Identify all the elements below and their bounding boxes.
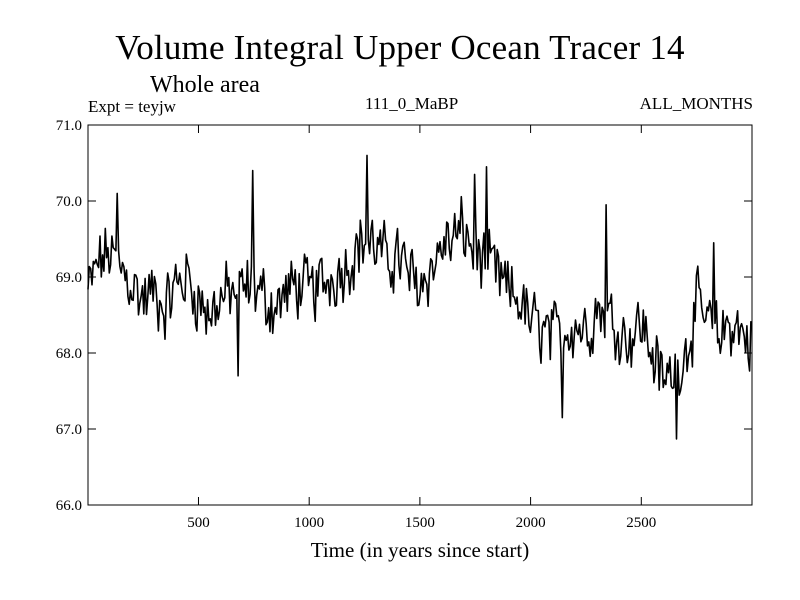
y-tick-label: 71.0 [56, 118, 82, 134]
x-tick-label: 1500 [405, 515, 435, 531]
months-label: ALL_MONTHS [639, 94, 753, 113]
chart-title: Volume Integral Upper Ocean Tracer 14 [115, 28, 685, 67]
x-tick-label: 1000 [294, 515, 324, 531]
y-tick-label: 66.0 [56, 498, 82, 514]
y-tick-label: 69.0 [56, 270, 82, 286]
x-tick-label: 2500 [626, 515, 656, 531]
period-label: 111_0_MaBP [365, 94, 459, 113]
series-line [87, 154, 752, 440]
y-tick-label: 67.0 [56, 422, 82, 438]
y-tick-label: 70.0 [56, 194, 82, 210]
x-tick-label: 2000 [516, 515, 546, 531]
y-axis: 66.0 67.0 68.0 69.0 70.0 71.0 [56, 118, 752, 514]
plot-frame [87, 124, 753, 506]
y-tick-label: 68.0 [56, 346, 82, 362]
chart-subtitle: Whole area [150, 72, 260, 98]
x-axis-label: Time (in years since start) [310, 538, 530, 562]
x-axis: 500 1000 1500 2000 2500 [187, 125, 656, 531]
experiment-label: Expt = teyjw [88, 97, 176, 116]
x-tick-label: 500 [187, 515, 210, 531]
